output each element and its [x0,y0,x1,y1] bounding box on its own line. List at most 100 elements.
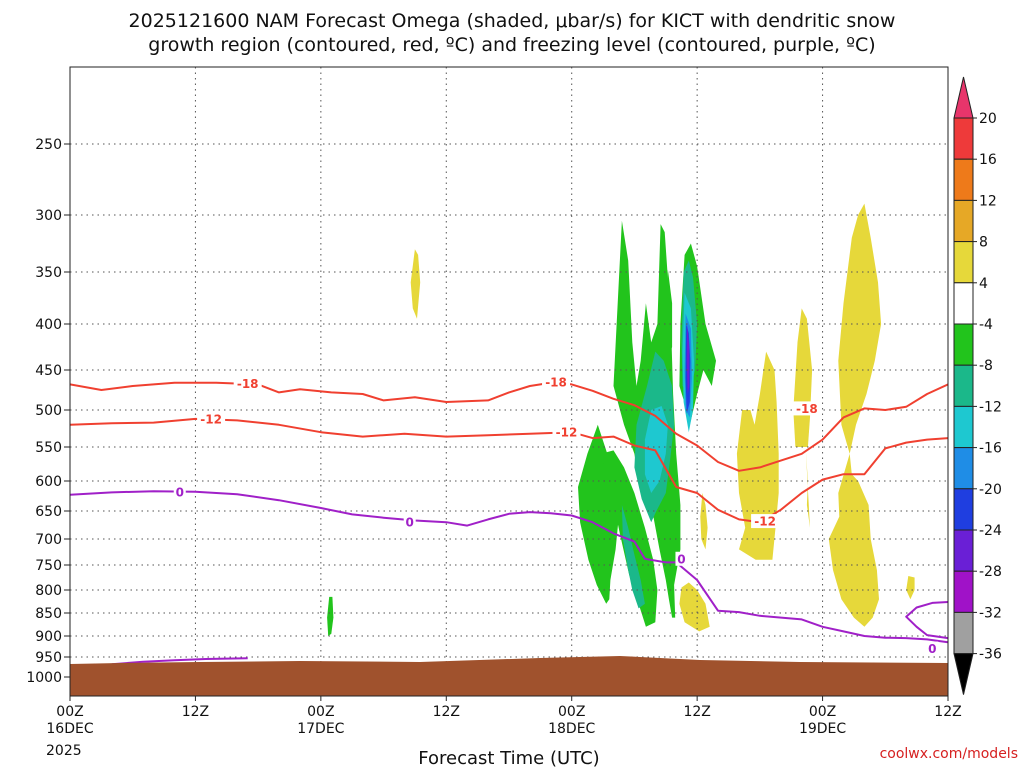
colorbar-band [953,199,974,243]
isotherm-line [70,417,948,524]
y-tick-label: 550 [35,440,62,456]
contour-label: 0 [928,642,936,656]
colorbar-band [953,282,974,325]
y-tick-label: 250 [35,137,62,153]
colorbar-band [953,241,974,284]
omega-shading [327,203,915,636]
isotherm-line [70,381,948,472]
omega-region [410,249,421,319]
y-tick-label: 600 [35,474,62,490]
isotherm-line [905,601,948,640]
contour-label-bg [403,515,416,530]
colorbar-tick-label: -36 [979,647,1002,663]
omega-region [686,324,690,394]
x-tick-label: 00Z [56,704,83,720]
y-tick-label: 450 [35,363,62,379]
colorbar-tick-label: -4 [979,317,993,333]
contour-label-bg [926,641,939,656]
contour-label-bg [675,551,688,566]
x-tick-date: 18DEC [548,721,595,737]
colorbar-tick-label: 16 [979,152,997,168]
omega-region [828,453,879,627]
omega-region [644,406,668,493]
colorbar-tick-label: -16 [979,441,1002,457]
isotherm-line [111,657,248,666]
x-tick-label: 12Z [182,704,209,720]
y-tick-label: 900 [35,629,62,645]
contour-label: -18 [796,402,818,416]
omega-region [906,576,915,600]
contour-label-bg [173,484,186,499]
y-tick-label: 700 [35,532,62,548]
contour-label: 0 [406,516,414,530]
contour-label-bg [233,376,262,391]
contour-label: -12 [754,515,776,529]
contour-label: -18 [237,377,259,391]
omega-region [700,493,708,550]
isotherm-line [70,490,948,644]
colorbar-band [953,447,974,490]
colorbar-tick-label: -24 [979,523,1002,539]
colorbar-band [953,405,974,449]
colorbar-band [953,117,974,160]
credit-link[interactable]: coolwx.com/models [880,746,1018,762]
x-tick-date: 19DEC [799,721,846,737]
colorbar-band [953,570,974,613]
colorbar-band [953,488,974,531]
y-tick-label: 500 [35,403,62,419]
x-tick-label: 00Z [558,704,585,720]
plot-area [70,67,948,696]
y-tick-label: 950 [35,650,62,666]
y-tick-label: 650 [35,504,62,520]
chart-title-line2: growth region (contoured, red, ºC) and f… [148,34,875,56]
omega-region [805,450,810,528]
omega-region [327,596,334,636]
y-tick-label: 850 [35,606,62,622]
omega-region [838,203,882,454]
x-tick-date: 16DEC [46,721,93,737]
omega-region [679,582,710,632]
colorbar-tick-label: 8 [979,235,988,251]
colorbar-tick-label: -8 [979,358,993,374]
y-tick-label: 750 [35,558,62,574]
colorbar-tick-label: -28 [979,564,1002,580]
x-tick-label: 12Z [683,704,710,720]
colorbar: 20 16 12 8 4 -4 -8 -12 -16 -20 -24 -28 -32 -36 [953,76,1002,695]
contour-label: -18 [545,376,567,390]
x-tick-label: 00Z [307,704,334,720]
colorbar-bottom-triangle [953,653,974,695]
y-tick-label: 300 [35,208,62,224]
y-tick-label: 350 [35,265,62,281]
contour-label-bg [542,375,571,389]
contour-label: 0 [176,485,184,499]
y-tick-label: 1000 [26,670,62,686]
x-tick-label: 00Z [809,704,836,720]
omega-region [736,351,779,560]
colorbar-tick-label: 20 [979,111,997,127]
colorbar-band [953,611,974,655]
colorbar-top-triangle [953,76,974,119]
plot-frame [69,66,949,697]
colorbar-tick-label: -32 [979,605,1002,621]
colorbar-band [953,323,974,366]
contour-label: -12 [556,426,578,440]
y-tick-label: 400 [35,317,62,333]
contour-label: 0 [677,552,685,566]
x-tick-date: 17DEC [297,721,344,737]
contour-label-bg [552,425,581,440]
colorbar-band [953,158,974,201]
omega-region [621,505,645,609]
colorbar-tick-label: 4 [979,276,988,292]
y-tick-label: 800 [35,583,62,599]
colorbar-band [953,364,974,407]
contour-label-bg [197,411,226,426]
terrain [70,656,948,696]
colorbar-tick-label: 12 [979,193,997,209]
isotherm-contours: -18 -18 -18 -12 -12 -12 0 0 0 0 [70,375,948,666]
omega-region [665,269,673,361]
y-axis-ticks: 250 300 350 400 450 500 550 600 650 700 750 800 850 9… [26,137,70,686]
colorbar-band [953,529,974,572]
chart-title-line1: 2025121600 NAM Forecast Omega (shaded, μ… [129,10,896,32]
colorbar-tick-label: -12 [979,399,1002,415]
